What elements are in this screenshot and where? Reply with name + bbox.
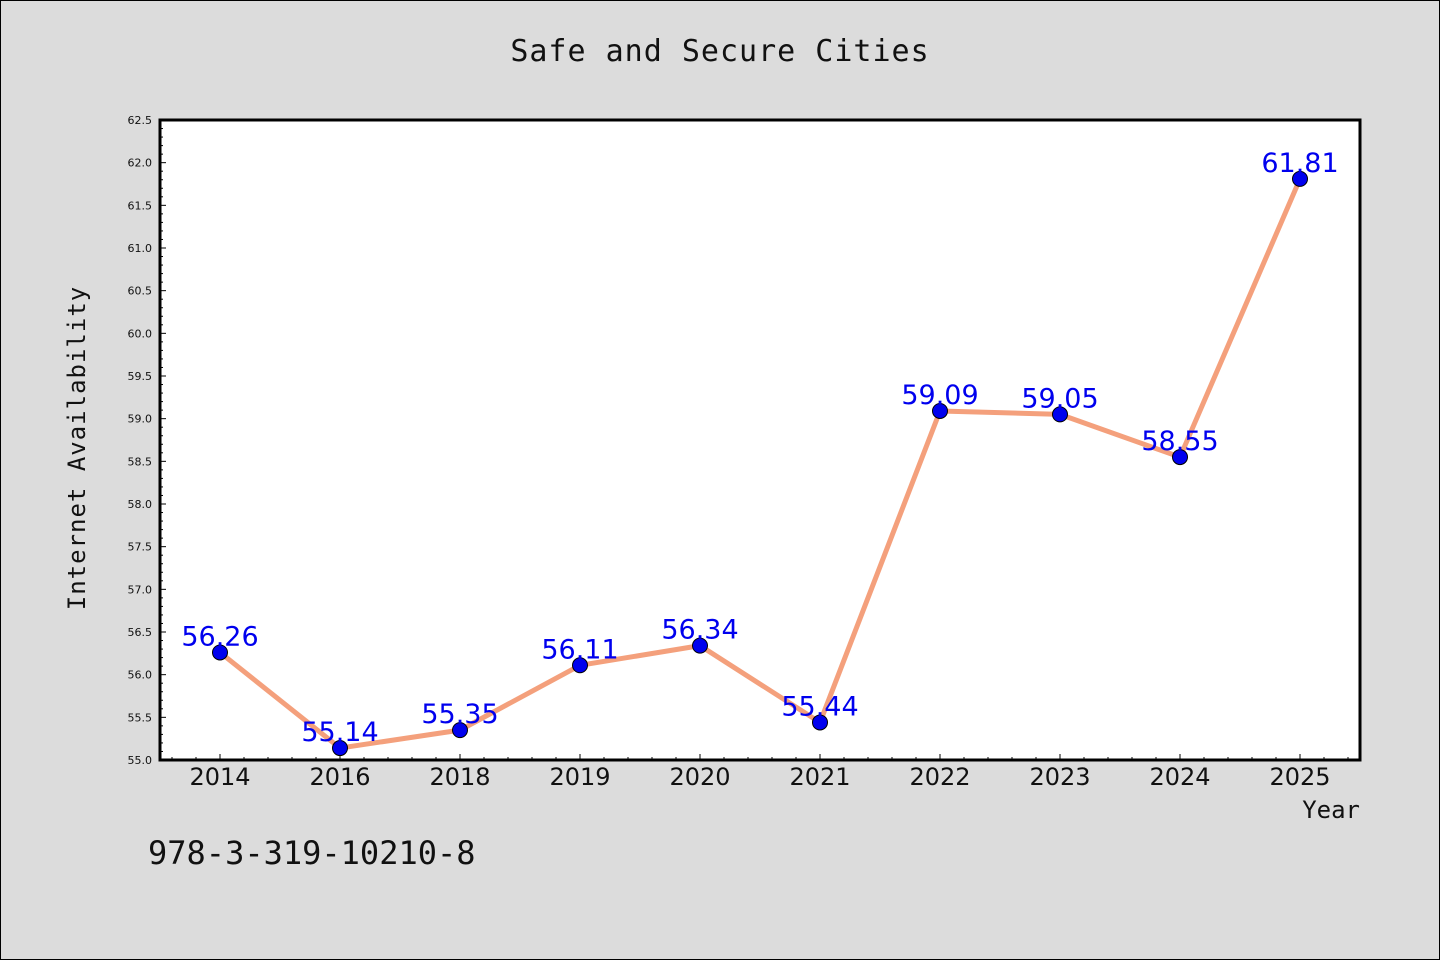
y-tick-label: 60.5 bbox=[128, 285, 153, 298]
x-tick-label: 2018 bbox=[429, 763, 490, 791]
x-axis: 2014 2016 2018 2019 2020 2021 2022 2023 2024 2025 bbox=[171, 754, 1349, 791]
data-label: 56.26 bbox=[181, 621, 258, 652]
data-label: 61.81 bbox=[1261, 148, 1338, 179]
data-label: 58.55 bbox=[1141, 426, 1218, 457]
y-tick-label: 56.0 bbox=[128, 669, 153, 682]
data-point bbox=[1172, 449, 1188, 466]
data-label: 59.09 bbox=[901, 380, 978, 411]
plot-area bbox=[160, 120, 1360, 760]
x-tick-label: 2024 bbox=[1149, 763, 1210, 791]
x-tick-label: 2014 bbox=[189, 763, 250, 791]
data-point bbox=[692, 637, 708, 654]
y-tick-label: 59.5 bbox=[128, 370, 153, 383]
x-tick-label: 2019 bbox=[549, 763, 610, 791]
y-tick-label: 61.5 bbox=[128, 199, 153, 212]
y-tick-label: 61.0 bbox=[128, 242, 153, 255]
x-tick-label: 2021 bbox=[789, 763, 850, 791]
y-tick-label: 57.0 bbox=[128, 583, 153, 596]
data-label: 59.05 bbox=[1021, 383, 1098, 414]
x-tick-label: 2022 bbox=[909, 763, 970, 791]
data-label: 56.34 bbox=[661, 615, 738, 646]
data-point bbox=[332, 740, 348, 757]
x-tick-label: 2023 bbox=[1029, 763, 1090, 791]
data-label: 55.35 bbox=[421, 699, 498, 730]
data-label: 56.11 bbox=[541, 634, 618, 665]
y-tick-label: 59.0 bbox=[128, 413, 153, 426]
series-group: 56.26 55.14 55.35 56.11 56.34 55.44 59.09 59.05… bbox=[181, 148, 1339, 757]
plot-frame bbox=[158, 118, 1362, 762]
series-line bbox=[217, 176, 1303, 751]
y-tick-label: 58.5 bbox=[128, 455, 153, 468]
data-label: 55.44 bbox=[781, 691, 858, 722]
y-tick-label: 55.5 bbox=[128, 711, 153, 724]
data-point bbox=[212, 644, 228, 661]
data-label: 55.14 bbox=[301, 717, 378, 748]
y-tick-label: 56.5 bbox=[128, 626, 153, 639]
data-point bbox=[1052, 406, 1068, 423]
x-tick-label: 2016 bbox=[309, 763, 370, 791]
data-point bbox=[572, 657, 588, 674]
x-tick-label: 2020 bbox=[669, 763, 730, 791]
data-point bbox=[452, 722, 468, 739]
y-tick-label: 60.0 bbox=[128, 327, 153, 340]
data-point bbox=[1292, 170, 1308, 187]
chart-title: Safe and Secure Cities bbox=[510, 34, 930, 69]
data-point bbox=[932, 402, 948, 419]
x-tick-label: 2025 bbox=[1269, 763, 1330, 791]
data-point bbox=[812, 714, 828, 731]
x-axis-label: Year bbox=[1302, 796, 1360, 824]
y-tick-label: 55.0 bbox=[128, 754, 153, 767]
y-tick-label: 57.5 bbox=[128, 541, 153, 554]
y-tick-label: 62.0 bbox=[128, 157, 153, 170]
y-axis: 55.0 55.5 56.0 56.5 57.0 57.5 58.0 58.5 59.0 59.5… bbox=[128, 114, 166, 767]
isbn-text: 978-3-319-10210-8 bbox=[148, 834, 476, 872]
y-tick-label: 62.5 bbox=[128, 114, 153, 127]
y-tick-label: 58.0 bbox=[128, 498, 153, 511]
